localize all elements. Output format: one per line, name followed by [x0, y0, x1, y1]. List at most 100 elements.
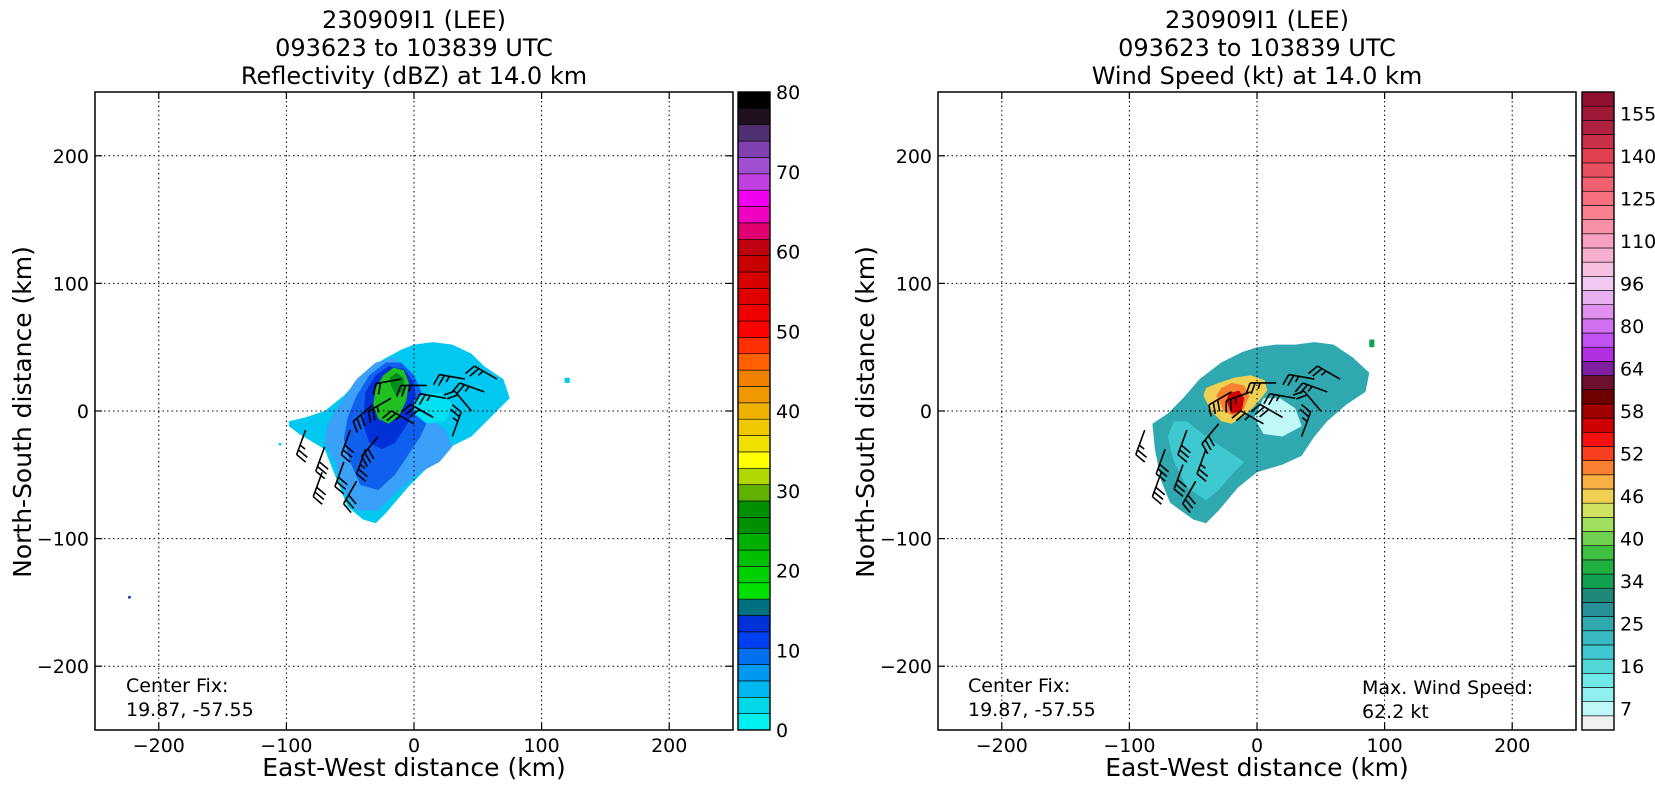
- barb-flag: [314, 491, 325, 501]
- y-tick-label: 200: [896, 146, 932, 168]
- wind-barb: [340, 429, 355, 463]
- colorbar-tick-label: 34: [1620, 571, 1644, 593]
- panel-title-line-1: 230909I1 (LEE): [322, 6, 506, 34]
- colorbar-tick-label: 52: [1620, 444, 1644, 466]
- y-tick-label: 200: [53, 146, 89, 168]
- colorbar-segment: [1581, 261, 1615, 277]
- barb-flag: [367, 411, 372, 423]
- colorbar-tick-label: 155: [1620, 103, 1655, 125]
- colorbar-segment: [737, 206, 771, 224]
- y-axis-label: North-South distance (km): [8, 246, 37, 578]
- colorbar-segment: [1581, 120, 1615, 135]
- colorbar-segment: [1581, 460, 1615, 476]
- barb-flag: [382, 410, 392, 419]
- colorbar-segment: [737, 549, 771, 567]
- colorbar-tick-label: 58: [1620, 401, 1644, 423]
- colorbar-segment: [737, 189, 771, 207]
- wind-barb: [1292, 390, 1322, 412]
- colorbar-segment: [737, 615, 771, 633]
- colorbar: 0 10 20 30 40 50 60 70 80: [737, 82, 800, 742]
- y-tick-label: −200: [880, 656, 932, 678]
- wind-barb: [443, 390, 473, 412]
- wind-barb: [432, 373, 466, 386]
- colorbar-segment: [1581, 91, 1615, 107]
- barb-flag: [1292, 390, 1305, 396]
- colorbar-segment: [737, 402, 771, 420]
- barb-flag: [1137, 449, 1148, 459]
- colorbar-segment: [737, 271, 771, 289]
- wind-barb: [1282, 373, 1315, 386]
- barb-flag: [469, 367, 480, 377]
- colorbar-tick-label: 64: [1620, 358, 1644, 380]
- wind-barb: [342, 480, 358, 514]
- y-tick-label: 0: [77, 401, 89, 423]
- colorbar-tick-label: 16: [1620, 656, 1644, 678]
- barb-half-flag: [299, 444, 306, 450]
- barb-half-flag: [359, 463, 366, 469]
- barb-flag: [1250, 382, 1256, 395]
- barb-flag: [297, 449, 308, 459]
- barb-flag: [1301, 403, 1312, 413]
- barb-flag: [1187, 494, 1196, 505]
- colorbar-segment: [1581, 644, 1615, 660]
- barb-flag: [316, 465, 327, 475]
- panel-title-line-2: 093623 to 103839 UTC: [275, 34, 553, 62]
- colorbar-segment: [1581, 602, 1615, 617]
- colorbar-segment: [737, 713, 771, 731]
- barb-flag: [334, 485, 345, 495]
- barb-flag: [432, 374, 441, 386]
- barb-flag: [1287, 375, 1295, 386]
- x-tick-label: 200: [651, 735, 687, 757]
- barb-flag: [446, 394, 459, 400]
- barb-flag: [1159, 463, 1170, 473]
- barb-flag: [360, 456, 369, 467]
- colorbar-segment: [737, 533, 771, 551]
- colorbar-segment: [737, 157, 771, 175]
- wind-barb: [312, 471, 327, 505]
- barb-flag: [1155, 486, 1166, 496]
- y-tick-label: −200: [37, 656, 89, 678]
- colorbar-tick-label: 140: [1620, 146, 1655, 168]
- barb-flag: [386, 412, 397, 422]
- barb-flag: [347, 494, 357, 505]
- wind-barb: [1155, 449, 1170, 482]
- barb-half-flag: [1199, 463, 1206, 469]
- barb-half-flag: [1257, 382, 1261, 390]
- barb-half-flag: [1138, 444, 1145, 450]
- y-tick-label: 100: [896, 273, 932, 295]
- colorbar-segment: [1581, 446, 1615, 461]
- barb-half-flag: [1275, 395, 1281, 402]
- barb-flag: [1216, 399, 1221, 412]
- colorbar-segment: [1581, 389, 1615, 405]
- x-tick-label: −100: [1103, 735, 1155, 757]
- barb-flag: [1299, 408, 1310, 418]
- colorbar-segment: [1581, 658, 1615, 674]
- wind-barb: [1135, 429, 1148, 463]
- barb-flag: [356, 417, 362, 430]
- barb-flag: [342, 503, 352, 514]
- barb-flag: [401, 385, 407, 397]
- panel-reflectivity: 230909I1 (LEE) 093623 to 103839 UTC Refl…: [8, 6, 800, 782]
- colorbar-segment: [1581, 318, 1615, 334]
- wind-barb: [1173, 464, 1188, 498]
- colorbar-segment: [737, 664, 771, 682]
- colorbar-segment: [737, 304, 771, 322]
- colorbar-segment: [1581, 672, 1615, 688]
- colorbar-segment: [1581, 517, 1615, 532]
- center-fix-label: Center Fix:: [968, 675, 1070, 697]
- wind-barb: [372, 378, 402, 396]
- colorbar-segment: [1581, 715, 1615, 731]
- max-wind-label: Max. Wind Speed:: [1362, 677, 1533, 699]
- colorbar-tick-label: 70: [776, 162, 800, 184]
- colorbar-tick-label: 50: [776, 321, 800, 343]
- x-axis-label: East-West distance (km): [1105, 753, 1409, 782]
- colorbar-segment: [1581, 545, 1615, 561]
- barb-half-flag: [452, 416, 459, 423]
- colorbar-segment: [737, 320, 771, 338]
- colorbar-segment: [1581, 190, 1615, 206]
- colorbar-segment: [1581, 701, 1615, 717]
- colorbar-segment: [737, 108, 771, 126]
- colorbar-segment: [737, 598, 771, 616]
- barb-flag: [1263, 393, 1271, 405]
- x-tick-label: −200: [976, 735, 1028, 757]
